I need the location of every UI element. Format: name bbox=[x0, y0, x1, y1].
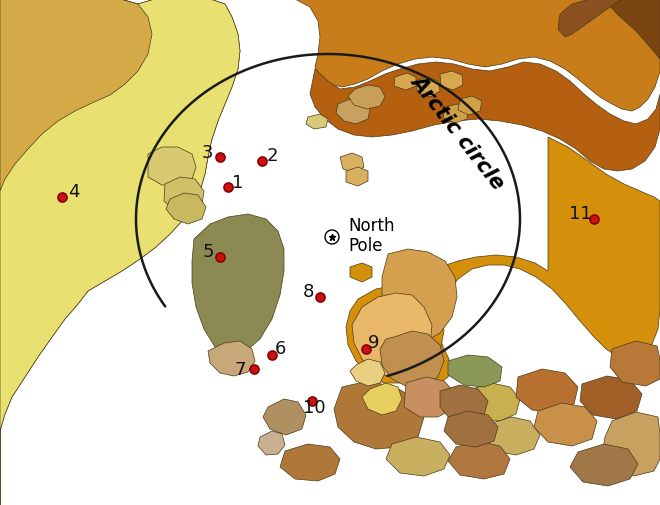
Polygon shape bbox=[444, 411, 498, 447]
Polygon shape bbox=[558, 0, 622, 38]
Text: 7: 7 bbox=[234, 360, 246, 378]
Polygon shape bbox=[0, 0, 240, 505]
Polygon shape bbox=[310, 63, 660, 172]
Polygon shape bbox=[362, 383, 402, 415]
Text: Arctic circle: Arctic circle bbox=[407, 71, 509, 192]
Polygon shape bbox=[610, 341, 660, 386]
Polygon shape bbox=[516, 369, 578, 413]
Polygon shape bbox=[166, 193, 206, 225]
Polygon shape bbox=[334, 381, 424, 449]
Polygon shape bbox=[340, 154, 364, 174]
Text: 2: 2 bbox=[266, 147, 278, 165]
Polygon shape bbox=[0, 291, 88, 505]
Text: 5: 5 bbox=[202, 242, 214, 261]
Polygon shape bbox=[0, 0, 152, 191]
Polygon shape bbox=[346, 168, 368, 187]
Polygon shape bbox=[0, 0, 240, 312]
Polygon shape bbox=[443, 105, 468, 124]
Polygon shape bbox=[448, 441, 510, 479]
Polygon shape bbox=[404, 377, 455, 417]
Polygon shape bbox=[336, 100, 370, 125]
Text: 11: 11 bbox=[569, 205, 591, 223]
Text: 8: 8 bbox=[302, 282, 314, 300]
Text: 6: 6 bbox=[275, 339, 286, 358]
Polygon shape bbox=[396, 138, 660, 385]
Polygon shape bbox=[382, 249, 457, 341]
Polygon shape bbox=[570, 444, 638, 486]
Polygon shape bbox=[580, 376, 642, 419]
Polygon shape bbox=[458, 97, 482, 116]
Text: 4: 4 bbox=[68, 183, 80, 200]
Polygon shape bbox=[470, 383, 520, 421]
Polygon shape bbox=[440, 72, 463, 91]
Polygon shape bbox=[352, 293, 432, 377]
Polygon shape bbox=[380, 331, 444, 387]
Polygon shape bbox=[192, 215, 284, 356]
Polygon shape bbox=[608, 0, 660, 60]
Polygon shape bbox=[534, 403, 597, 446]
Polygon shape bbox=[386, 437, 450, 476]
Polygon shape bbox=[346, 285, 444, 383]
Polygon shape bbox=[484, 417, 540, 455]
Polygon shape bbox=[263, 399, 306, 435]
Polygon shape bbox=[350, 264, 372, 282]
Polygon shape bbox=[280, 444, 340, 481]
Polygon shape bbox=[164, 178, 204, 212]
Polygon shape bbox=[208, 341, 255, 376]
Polygon shape bbox=[440, 385, 488, 421]
Text: 1: 1 bbox=[232, 174, 244, 191]
Text: North
Pole: North Pole bbox=[348, 216, 395, 255]
Text: 9: 9 bbox=[368, 333, 379, 351]
Polygon shape bbox=[258, 431, 285, 455]
Polygon shape bbox=[394, 74, 416, 91]
Polygon shape bbox=[602, 412, 660, 476]
Polygon shape bbox=[282, 0, 660, 112]
Polygon shape bbox=[448, 356, 502, 387]
Text: 3: 3 bbox=[201, 144, 213, 162]
Polygon shape bbox=[148, 147, 196, 186]
Polygon shape bbox=[415, 78, 440, 98]
Polygon shape bbox=[306, 115, 328, 130]
Polygon shape bbox=[0, 0, 60, 115]
Polygon shape bbox=[0, 0, 152, 191]
Text: 10: 10 bbox=[303, 398, 325, 416]
Polygon shape bbox=[348, 86, 385, 110]
Polygon shape bbox=[350, 359, 385, 386]
